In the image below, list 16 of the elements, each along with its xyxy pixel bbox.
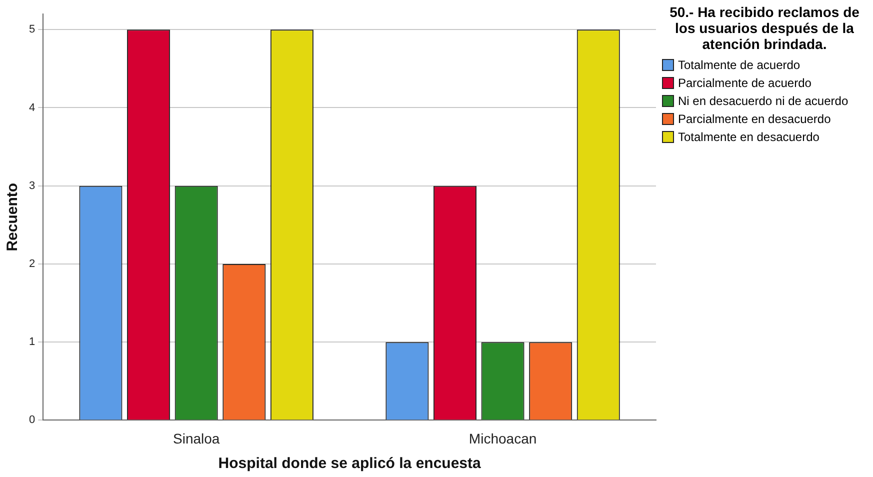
legend-label: Totalmente de acuerdo xyxy=(678,57,800,74)
y-tick-label: 0 xyxy=(28,414,36,426)
x-tick-label: Sinaloa xyxy=(172,430,220,446)
legend-title: 50.- Ha recibido reclamos de los usuarios después de la atención brindada. xyxy=(668,4,860,52)
y-tick-label: 5 xyxy=(28,24,36,36)
y-tick-label: 2 xyxy=(28,258,36,270)
y-tick-label: 4 xyxy=(28,102,36,114)
x-tick-label: Michoacan xyxy=(468,430,537,446)
y-axis-title: Recuento xyxy=(4,182,22,252)
legend-label: Parcialmente de acuerdo xyxy=(678,75,812,92)
x-axis-title: Hospital donde se aplicó la encuesta xyxy=(218,455,482,472)
legend-label: Parcialmente en desacuerdo xyxy=(678,111,831,128)
y-tick-label: 3 xyxy=(28,180,36,192)
y-tick-label: 1 xyxy=(28,336,36,348)
legend-label: Ni en desacuerdo ni de acuerdo xyxy=(678,93,848,110)
legend-label: Totalmente en desacuerdo xyxy=(678,129,820,146)
